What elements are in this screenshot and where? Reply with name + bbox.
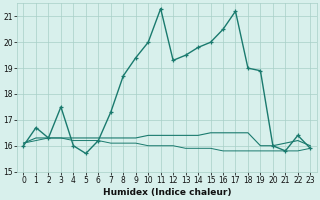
X-axis label: Humidex (Indice chaleur): Humidex (Indice chaleur) (103, 188, 231, 197)
